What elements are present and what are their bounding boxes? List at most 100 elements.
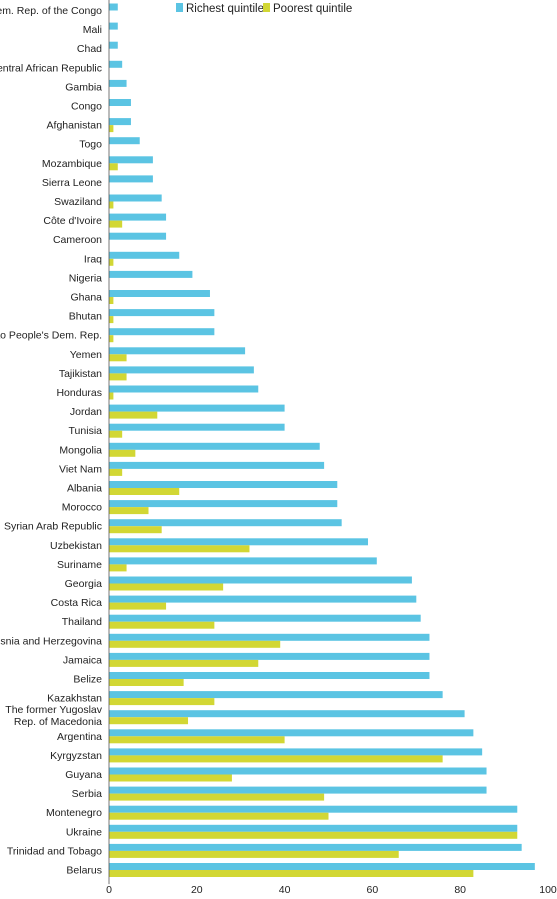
- category-label-belize: Belize: [73, 674, 102, 686]
- category-label-jamaica: Jamaica: [63, 654, 102, 666]
- bar-poorest-lao-people-s-dem-rep: [109, 335, 114, 343]
- bar-poorest-thailand: [109, 621, 215, 629]
- bar-richest-georgia: [109, 576, 412, 584]
- legend-label-richest: Richest quintile: [186, 3, 264, 15]
- bar-poorest-syrian-arab-republic: [109, 526, 162, 534]
- category-label-congo: Congo: [71, 101, 102, 113]
- bar-poorest-tunisia: [109, 430, 123, 438]
- bar-richest-kazakhstan: [109, 691, 443, 699]
- category-label-kyrgyzstan: Kyrgyzstan: [50, 750, 102, 762]
- bar-richest-kyrgyzstan: [109, 748, 483, 756]
- bar-poorest-morocco: [109, 507, 149, 515]
- category-label-ghana: Ghana: [70, 292, 102, 304]
- bar-poorest-georgia: [109, 583, 224, 591]
- category-label-uzbekistan: Uzbekistan: [50, 540, 102, 552]
- legend-swatch-richest: [176, 3, 183, 12]
- category-labels: Dem. Rep. of the Congo Mali Chad Central Af…: [0, 5, 103, 877]
- bar-richest-viet-nam: [109, 461, 325, 469]
- bar-poorest-honduras: [109, 392, 114, 400]
- bar-poorest-swaziland: [109, 201, 114, 209]
- category-label-gambia: Gambia: [65, 81, 102, 93]
- category-label-swaziland: Swaziland: [54, 196, 102, 208]
- category-label-togo: Togo: [79, 139, 102, 151]
- category-label-sierra-leone: Sierra Leone: [42, 177, 102, 189]
- bar-poorest-the-former-yugoslav-rep-of-macedonia: [109, 717, 189, 725]
- bar-poorest-trinidad-and-tobago: [109, 850, 399, 858]
- bar-richest-thailand: [109, 614, 421, 622]
- bar-richest-costa-rica: [109, 595, 417, 603]
- bar-richest-syrian-arab-republic: [109, 519, 342, 527]
- category-label-kazakhstan: Kazakhstan: [47, 693, 102, 705]
- category-label-c-te-d-ivoire: Côte d'Ivoire: [43, 215, 102, 227]
- category-label-mozambique: Mozambique: [42, 158, 102, 170]
- category-label-syrian-arab-republic: Syrian Arab Republic: [4, 521, 102, 533]
- bar-richest-c-te-d-ivoire: [109, 213, 167, 221]
- bar-richest-central-african-republic: [109, 60, 123, 68]
- bar-poorest-jordan: [109, 411, 158, 419]
- category-label-cameroon: Cameroon: [53, 234, 102, 246]
- bar-richest-togo: [109, 137, 140, 145]
- legend: Richest quintile Poorest quintile: [176, 3, 352, 15]
- bar-richest-serbia: [109, 786, 487, 794]
- category-label-bosnia-and-herzegovina: Bosnia and Herzegovina: [0, 635, 102, 647]
- category-label-mali: Mali: [83, 24, 102, 36]
- bar-poorest-bhutan: [109, 316, 114, 324]
- category-label-central-african-republic: Central African Republic: [0, 62, 102, 74]
- category-label-suriname: Suriname: [57, 559, 102, 571]
- x-axis: 0 20 40 60 80 100: [106, 0, 557, 896]
- bar-poorest-ukraine: [109, 831, 518, 839]
- bar-richest-afghanistan: [109, 118, 131, 126]
- category-label-dem-rep-of-the-congo: Dem. Rep. of the Congo: [0, 5, 102, 17]
- category-label-iraq: Iraq: [84, 253, 102, 265]
- bar-poorest-kazakhstan: [109, 698, 215, 706]
- bar-richest-guyana: [109, 767, 487, 775]
- bars-layer: [109, 3, 535, 877]
- bar-poorest-mongolia: [109, 449, 136, 457]
- x-tick-label: 60: [367, 884, 379, 896]
- category-label-viet-nam: Viet Nam: [59, 463, 102, 475]
- bar-richest-dem-rep-of-the-congo: [109, 3, 118, 11]
- bar-richest-albania: [109, 481, 338, 488]
- category-label-argentina: Argentina: [57, 731, 102, 743]
- category-label-albania: Albania: [67, 483, 102, 495]
- bar-richest-congo: [109, 99, 131, 106]
- category-label-belarus: Belarus: [66, 865, 102, 877]
- bar-richest-montenegro: [109, 805, 518, 813]
- bar-richest-suriname: [109, 557, 377, 565]
- bar-poorest-bosnia-and-herzegovina: [109, 640, 281, 648]
- bar-richest-chad: [109, 41, 118, 49]
- bar-poorest-viet-nam: [109, 468, 123, 476]
- bar-richest-cameroon: [109, 232, 167, 240]
- bar-richest-iraq: [109, 251, 180, 259]
- category-label-morocco: Morocco: [62, 502, 102, 514]
- bar-poorest-costa-rica: [109, 602, 167, 610]
- category-label-guyana: Guyana: [65, 769, 102, 781]
- bar-richest-mali: [109, 22, 118, 30]
- bar-poorest-uzbekistan: [109, 545, 250, 553]
- bar-poorest-serbia: [109, 793, 325, 801]
- bar-richest-bosnia-and-herzegovina: [109, 633, 430, 641]
- bar-poorest-albania: [109, 488, 180, 495]
- x-tick-label: 100: [539, 884, 557, 896]
- bar-poorest-kyrgyzstan: [109, 755, 443, 763]
- bar-poorest-argentina: [109, 736, 285, 744]
- bar-poorest-afghanistan: [109, 125, 114, 133]
- bar-richest-uzbekistan: [109, 538, 369, 546]
- bar-poorest-jamaica: [109, 659, 259, 667]
- category-label-trinidad-and-tobago: Trinidad and Tobago: [7, 845, 102, 857]
- bar-richest-ukraine: [109, 824, 518, 832]
- category-label-montenegro: Montenegro: [46, 807, 102, 819]
- bar-richest-morocco: [109, 500, 338, 508]
- category-label-tunisia: Tunisia: [69, 425, 103, 437]
- legend-swatch-poorest: [263, 3, 270, 12]
- legend-label-poorest: Poorest quintile: [273, 3, 352, 15]
- category-label-nigeria: Nigeria: [69, 272, 102, 284]
- category-label-chad: Chad: [77, 43, 102, 55]
- category-label-honduras: Honduras: [56, 387, 102, 399]
- bar-richest-yemen: [109, 347, 246, 355]
- bar-poorest-mozambique: [109, 163, 118, 171]
- bar-richest-belarus: [109, 863, 535, 870]
- bar-richest-mongolia: [109, 442, 320, 450]
- x-tick-label: 40: [279, 884, 291, 896]
